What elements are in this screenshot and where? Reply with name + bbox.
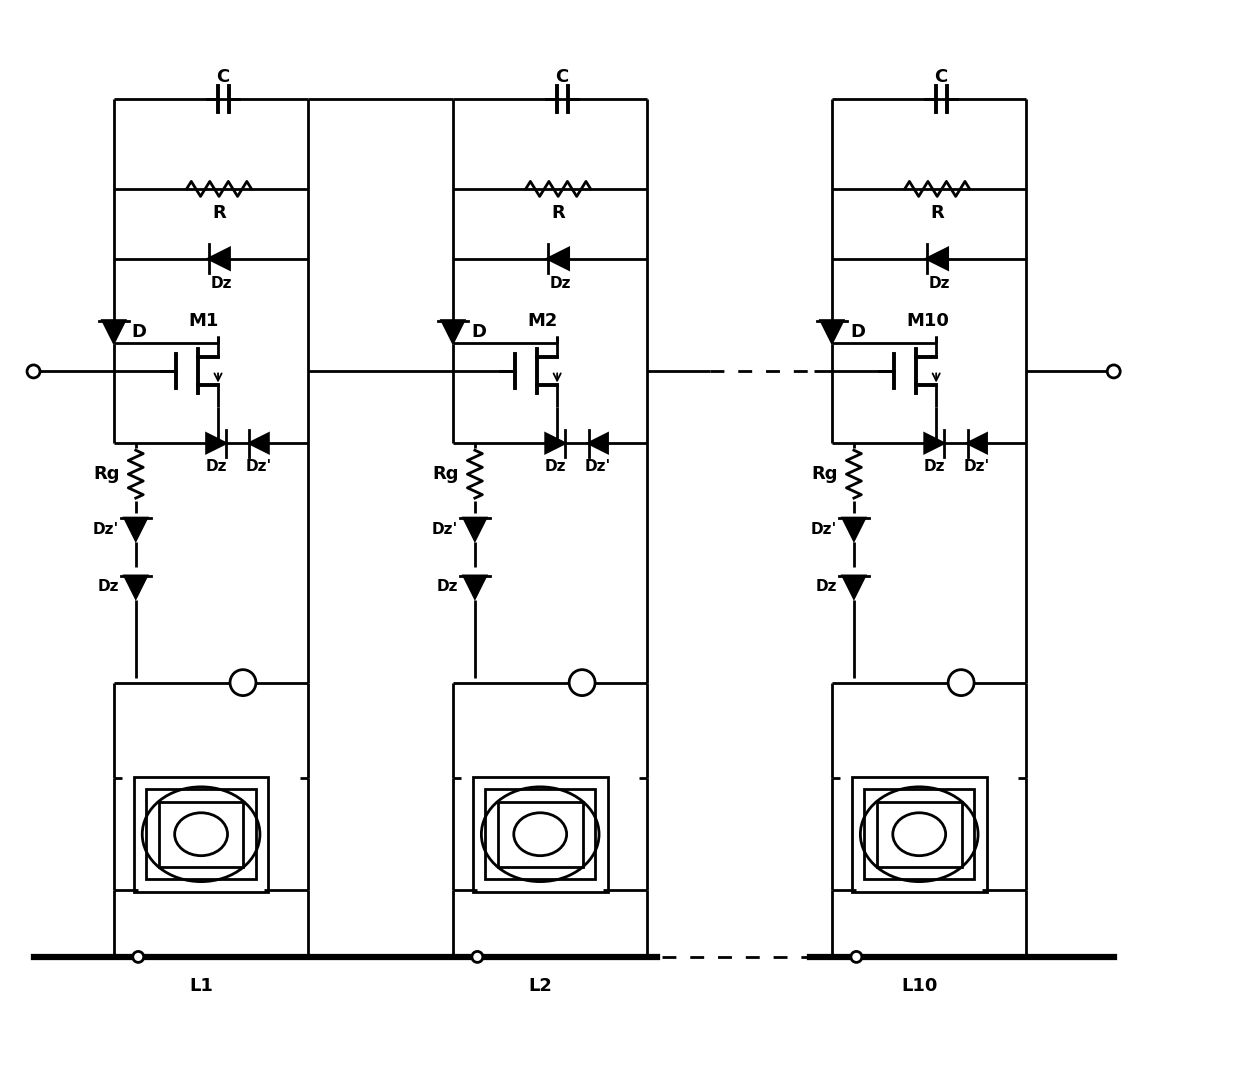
Polygon shape xyxy=(843,518,864,540)
Text: Dz: Dz xyxy=(929,276,950,291)
Text: R: R xyxy=(212,204,226,222)
Polygon shape xyxy=(207,433,226,453)
Text: M1: M1 xyxy=(188,311,218,329)
Text: D: D xyxy=(471,323,486,340)
Text: C: C xyxy=(556,69,569,86)
Text: D: D xyxy=(849,323,866,340)
Text: L2: L2 xyxy=(528,976,552,995)
Circle shape xyxy=(229,670,255,695)
Polygon shape xyxy=(125,576,146,598)
Text: Rg: Rg xyxy=(433,466,459,483)
Polygon shape xyxy=(967,433,987,453)
Text: D: D xyxy=(131,323,146,340)
Text: M10: M10 xyxy=(906,311,949,329)
Polygon shape xyxy=(843,576,864,598)
Text: Rg: Rg xyxy=(811,466,838,483)
Polygon shape xyxy=(464,518,486,540)
Circle shape xyxy=(949,670,975,695)
Text: C: C xyxy=(217,69,229,86)
Text: Dz': Dz' xyxy=(93,521,119,536)
Text: Dz: Dz xyxy=(436,579,458,594)
Text: M2: M2 xyxy=(527,311,558,329)
Circle shape xyxy=(569,670,595,695)
Text: Dz: Dz xyxy=(206,459,227,474)
Circle shape xyxy=(133,952,144,962)
Text: C: C xyxy=(935,69,947,86)
Polygon shape xyxy=(208,248,229,269)
Polygon shape xyxy=(926,248,947,269)
Text: Dz': Dz' xyxy=(585,459,611,474)
Text: Dz: Dz xyxy=(924,459,945,474)
Polygon shape xyxy=(249,433,268,453)
Text: Dz: Dz xyxy=(97,579,119,594)
Polygon shape xyxy=(125,518,146,540)
Polygon shape xyxy=(821,321,843,342)
Text: Dz': Dz' xyxy=(811,521,837,536)
Text: R: R xyxy=(930,204,944,222)
Polygon shape xyxy=(441,321,464,342)
Circle shape xyxy=(472,952,482,962)
Polygon shape xyxy=(103,321,125,342)
Circle shape xyxy=(27,365,40,378)
Polygon shape xyxy=(464,576,486,598)
Text: Dz: Dz xyxy=(549,276,570,291)
Circle shape xyxy=(1107,365,1120,378)
Text: Dz': Dz' xyxy=(246,459,272,474)
Text: Dz: Dz xyxy=(816,579,837,594)
Text: Dz': Dz' xyxy=(963,459,991,474)
Circle shape xyxy=(851,952,862,962)
Text: Dz: Dz xyxy=(544,459,565,474)
Text: Dz': Dz' xyxy=(432,521,458,536)
Polygon shape xyxy=(546,433,564,453)
Text: R: R xyxy=(552,204,565,222)
Polygon shape xyxy=(548,248,569,269)
Polygon shape xyxy=(925,433,944,453)
Text: L1: L1 xyxy=(190,976,213,995)
Text: Rg: Rg xyxy=(93,466,120,483)
Text: Dz: Dz xyxy=(211,276,232,291)
Text: L10: L10 xyxy=(901,976,937,995)
Polygon shape xyxy=(589,433,608,453)
